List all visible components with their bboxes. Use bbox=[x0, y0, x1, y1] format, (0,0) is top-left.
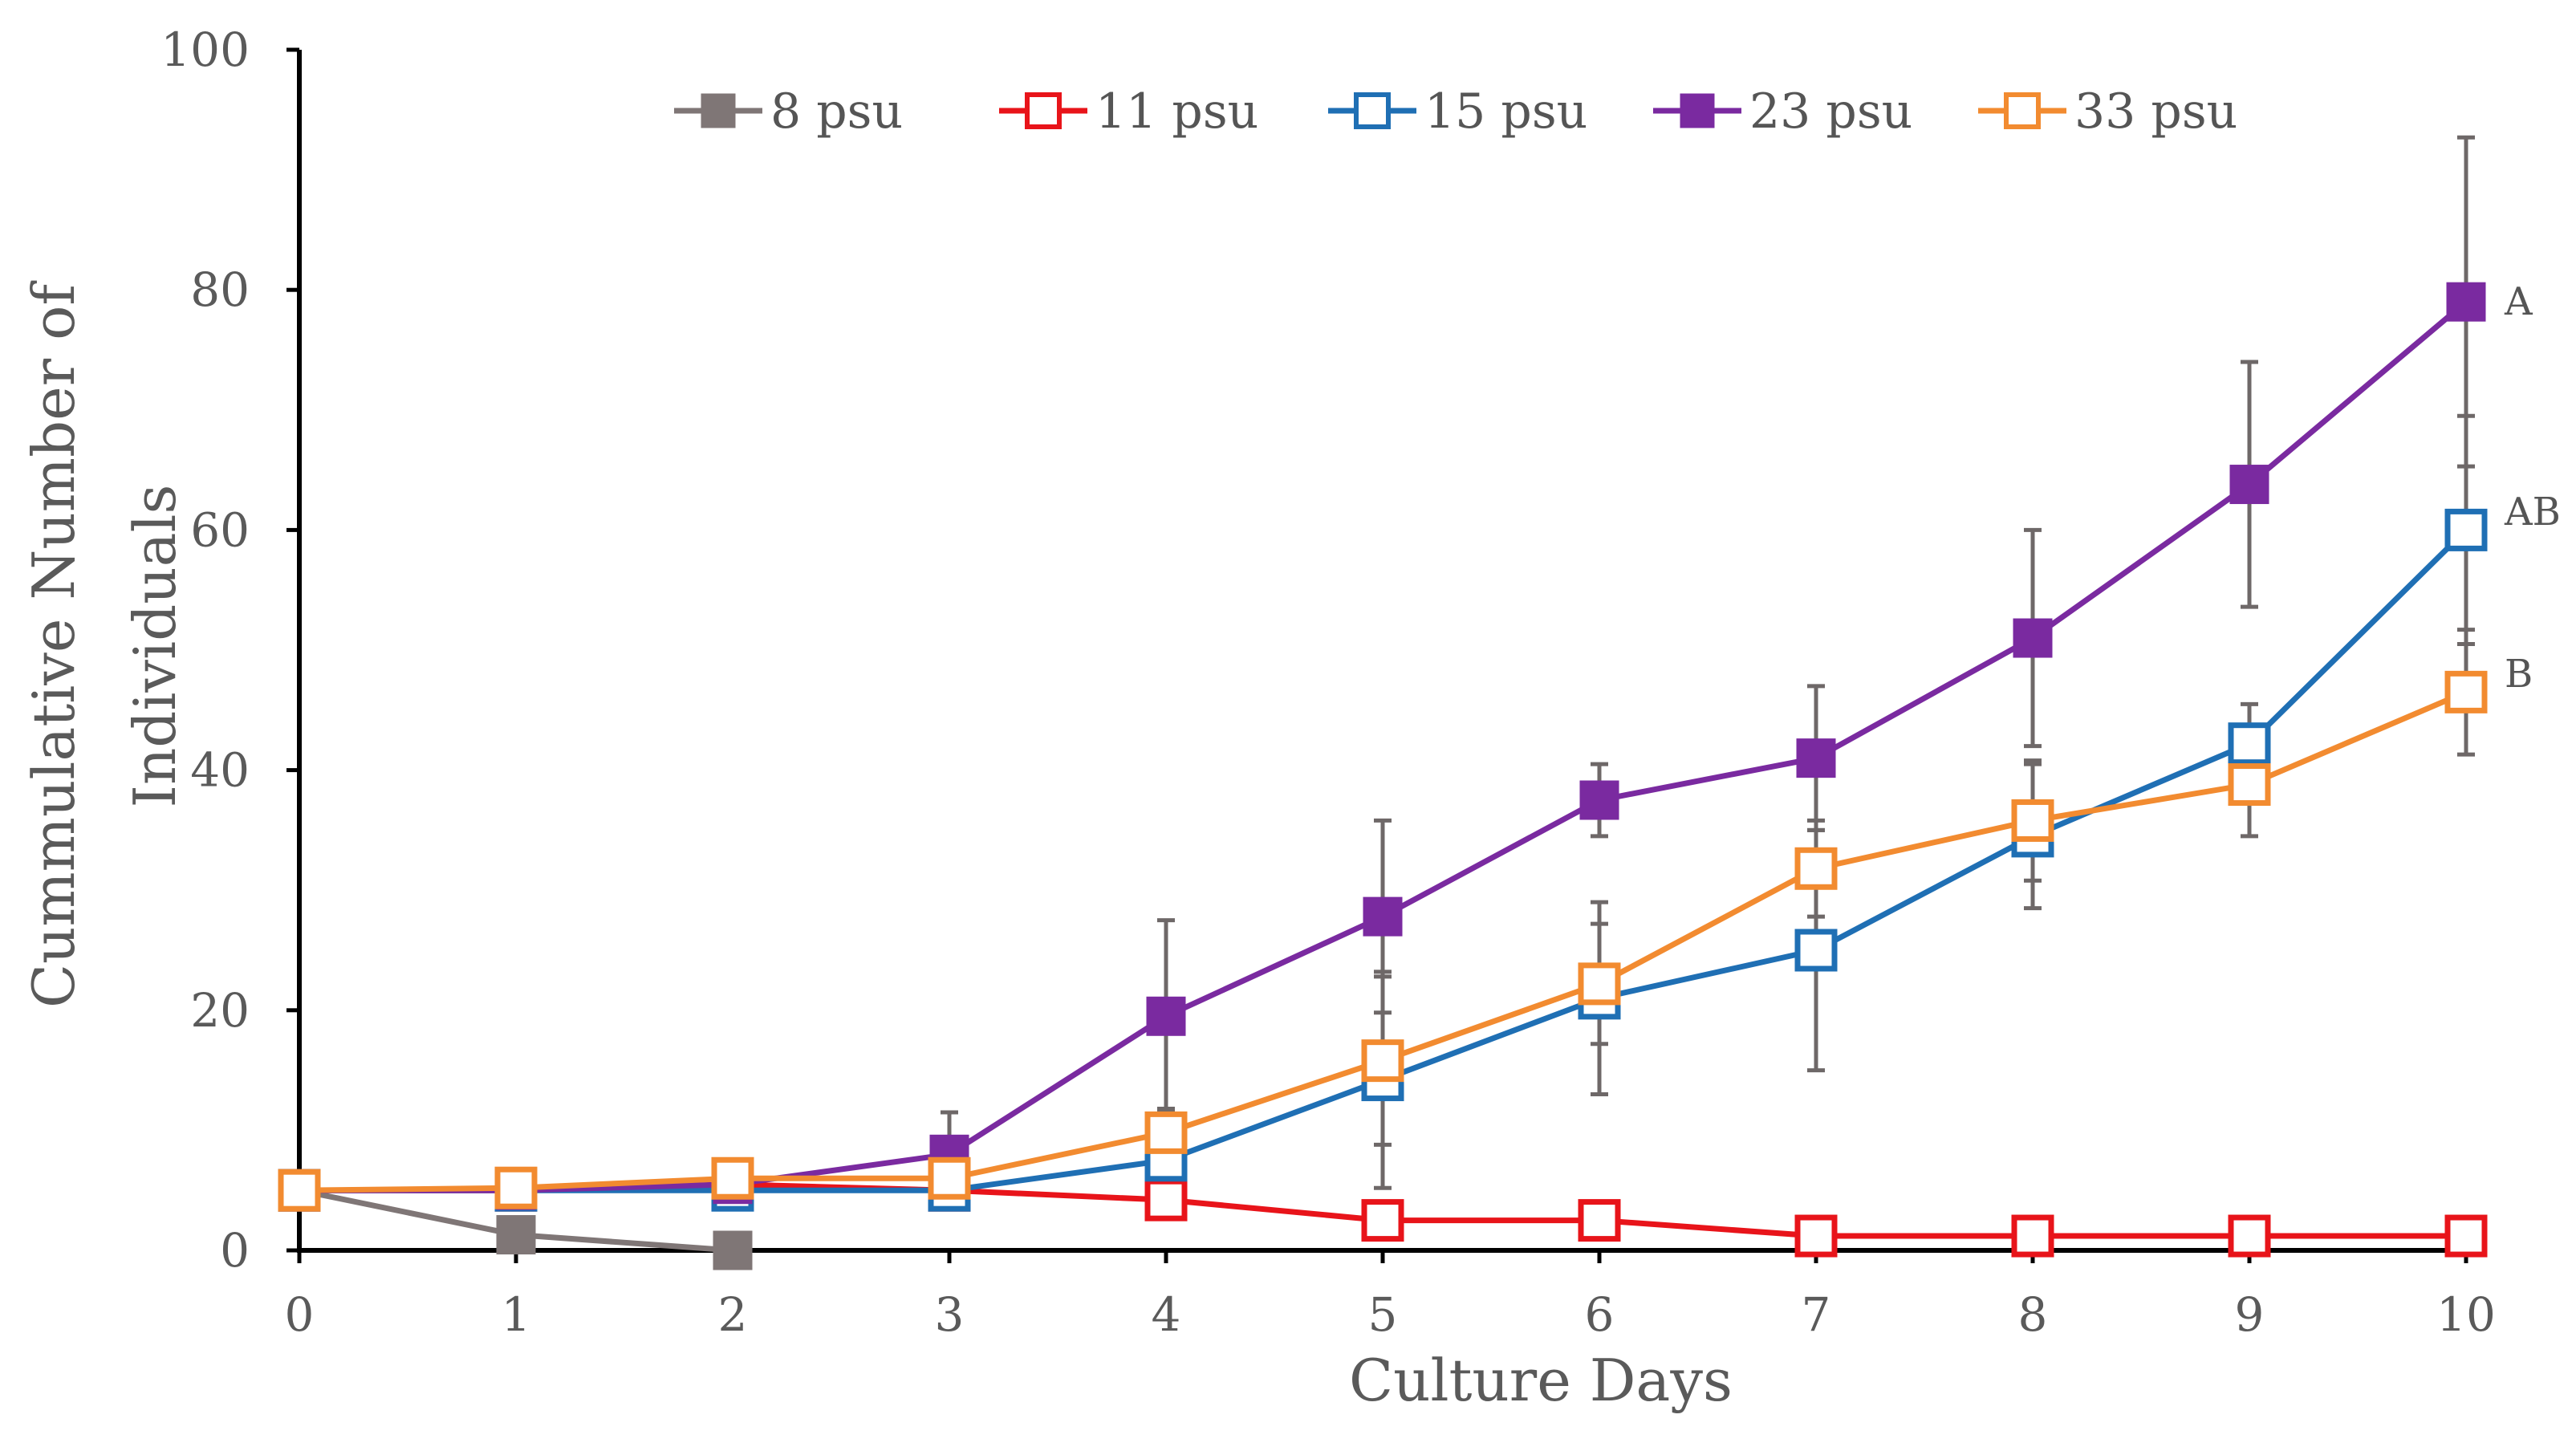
significance-label: B bbox=[2505, 652, 2533, 697]
x-tick-label: 5 bbox=[1368, 1287, 1398, 1342]
legend-label-8-psu: 8 psu bbox=[770, 83, 903, 140]
legend: 8 psu 11 psu 15 psu 23 psu 33 psu bbox=[674, 83, 2237, 140]
data-point-23-psu bbox=[1363, 896, 1403, 937]
data-point-33-psu bbox=[711, 1156, 754, 1200]
legend-marker-33-psu bbox=[2004, 92, 2041, 129]
legend-marker-8-psu bbox=[701, 93, 736, 128]
y-axis-title-line2: Individuals bbox=[121, 485, 189, 808]
data-point-11-psu bbox=[1144, 1178, 1188, 1221]
x-tick-label: 8 bbox=[2018, 1287, 2048, 1342]
data-point-33-psu bbox=[1144, 1111, 1188, 1154]
x-tick-label: 6 bbox=[1585, 1287, 1615, 1342]
x-axis-title: Culture Days bbox=[1349, 1347, 1733, 1414]
data-point-11-psu bbox=[1361, 1199, 1404, 1242]
data-point-33-psu bbox=[928, 1156, 971, 1200]
y-axis-title-line1: Cummulative Number of bbox=[20, 281, 87, 1008]
data-point-33-psu bbox=[2011, 799, 2054, 842]
series-layer: A AB B bbox=[278, 135, 2561, 1270]
y-tick-label: 20 bbox=[190, 983, 250, 1038]
data-point-15-psu bbox=[1794, 929, 1838, 972]
x-tick-label: 0 bbox=[285, 1287, 315, 1342]
x-tick-label: 2 bbox=[718, 1287, 748, 1342]
significance-label: AB bbox=[2504, 490, 2561, 534]
data-point-33-psu bbox=[1361, 1039, 1404, 1083]
legend-label-33-psu: 33 psu bbox=[2074, 83, 2237, 140]
y-tick-label: 60 bbox=[190, 502, 250, 557]
y-tick-label: 100 bbox=[160, 22, 250, 77]
data-point-15-psu bbox=[2228, 722, 2271, 766]
legend-marker-15-psu bbox=[1354, 92, 1391, 129]
y-tick-label: 0 bbox=[220, 1223, 250, 1278]
x-tick-label: 9 bbox=[2235, 1287, 2265, 1342]
data-point-8-psu bbox=[496, 1215, 536, 1255]
data-point-33-psu bbox=[1578, 962, 1621, 1006]
data-point-11-psu bbox=[1794, 1214, 1838, 1258]
legend-label-15-psu: 15 psu bbox=[1424, 83, 1587, 140]
significance-label: A bbox=[2504, 279, 2533, 324]
legend-label-11-psu: 11 psu bbox=[1095, 83, 1258, 140]
x-tick-label: 10 bbox=[2436, 1287, 2496, 1342]
x-tick-label: 1 bbox=[502, 1287, 531, 1342]
x-tick-label: 3 bbox=[935, 1287, 965, 1342]
data-point-23-psu bbox=[1579, 780, 1619, 820]
y-tick-label: 80 bbox=[190, 262, 250, 317]
data-point-8-psu bbox=[713, 1230, 753, 1270]
data-point-33-psu bbox=[494, 1166, 538, 1209]
data-point-23-psu bbox=[2013, 618, 2053, 658]
x-tick-label: 7 bbox=[1802, 1287, 1831, 1342]
data-point-11-psu bbox=[2011, 1214, 2054, 1258]
data-point-23-psu bbox=[2446, 282, 2486, 322]
data-point-33-psu bbox=[1794, 847, 1838, 890]
data-point-33-psu bbox=[2228, 763, 2271, 807]
legend-marker-11-psu bbox=[1025, 92, 1062, 129]
data-point-11-psu bbox=[2228, 1214, 2271, 1258]
data-point-11-psu bbox=[2444, 1214, 2488, 1258]
x-tick-label: 4 bbox=[1152, 1287, 1181, 1342]
data-point-23-psu bbox=[1796, 738, 1836, 778]
data-point-23-psu bbox=[1146, 996, 1186, 1036]
data-point-33-psu bbox=[278, 1169, 321, 1212]
legend-marker-23-psu bbox=[1680, 93, 1715, 128]
data-point-15-psu bbox=[2444, 508, 2488, 551]
data-point-11-psu bbox=[1578, 1199, 1621, 1242]
data-point-33-psu bbox=[2444, 670, 2488, 713]
legend-label-23-psu: 23 psu bbox=[1749, 83, 1912, 140]
data-point-23-psu bbox=[2229, 465, 2269, 505]
y-tick-label: 40 bbox=[190, 743, 250, 798]
axes-layer: 0 20 40 60 80 100 0 1 2 3 4 5 6 7 8 9 10 bbox=[160, 22, 2496, 1342]
